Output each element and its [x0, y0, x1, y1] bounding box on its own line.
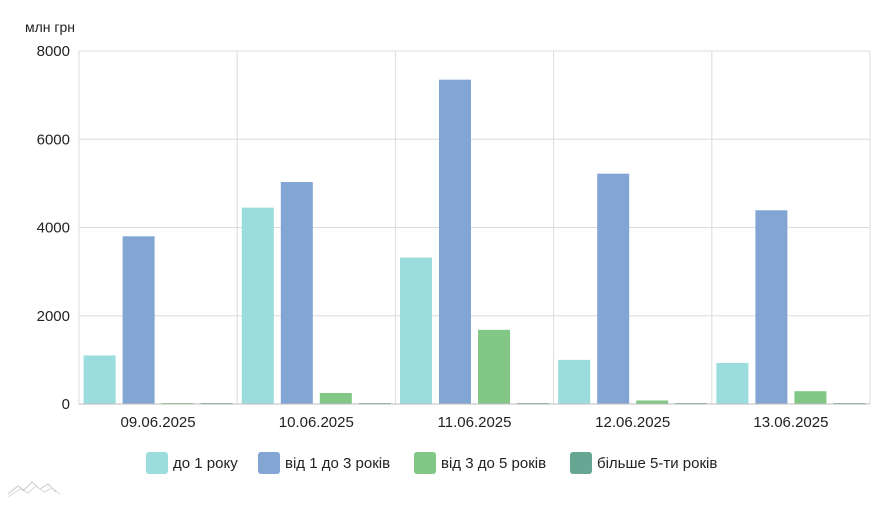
y-tick-label: 2000	[37, 308, 70, 325]
x-tick-label: 10.06.2025	[279, 414, 354, 431]
bar[interactable]	[478, 329, 510, 404]
legend-swatch[interactable]	[258, 452, 280, 474]
y-tick-label: 6000	[37, 131, 70, 148]
bar[interactable]	[439, 79, 471, 405]
y-tick-label: 0	[62, 396, 70, 413]
bar[interactable]	[319, 392, 352, 404]
bar[interactable]	[597, 173, 630, 404]
mountain-watermark-icon	[7, 481, 61, 498]
legend-swatch[interactable]	[570, 452, 592, 474]
bar[interactable]	[755, 210, 788, 404]
axis-layer: млн грн 0 2000 4000 6000 8000 09.06.2025 10.06…	[25, 19, 870, 431]
grid-layer	[78, 50, 871, 405]
y-axis-unit-label: млн грн	[25, 19, 75, 35]
legend-label[interactable]: від 1 до 3 років	[285, 455, 390, 472]
legend-swatch[interactable]	[146, 452, 168, 474]
bar[interactable]	[122, 236, 155, 404]
x-tick-label: 13.06.2025	[753, 414, 828, 431]
x-tick-label: 12.06.2025	[595, 414, 670, 431]
legend-label[interactable]: більше 5-ти років	[597, 455, 717, 472]
bar[interactable]	[716, 362, 749, 404]
x-tick-label: 09.06.2025	[121, 414, 196, 431]
y-tick-label: 8000	[37, 43, 70, 60]
bar[interactable]	[280, 182, 313, 404]
legend-swatch[interactable]	[414, 452, 436, 474]
y-tick-label: 4000	[37, 220, 70, 237]
legend-label[interactable]: до 1 року	[173, 455, 238, 472]
bar[interactable]	[558, 359, 591, 404]
x-tick-label: 11.06.2025	[438, 414, 512, 431]
bars-layer	[83, 79, 866, 405]
bar[interactable]	[794, 391, 827, 404]
bar[interactable]	[83, 355, 116, 404]
legend-label[interactable]: від 3 до 5 років	[441, 455, 546, 472]
bar[interactable]	[400, 257, 432, 404]
bar[interactable]	[241, 207, 274, 404]
legend: до 1 року від 1 до 3 років від 3 до 5 рокі…	[146, 452, 717, 474]
bar[interactable]	[636, 400, 669, 404]
